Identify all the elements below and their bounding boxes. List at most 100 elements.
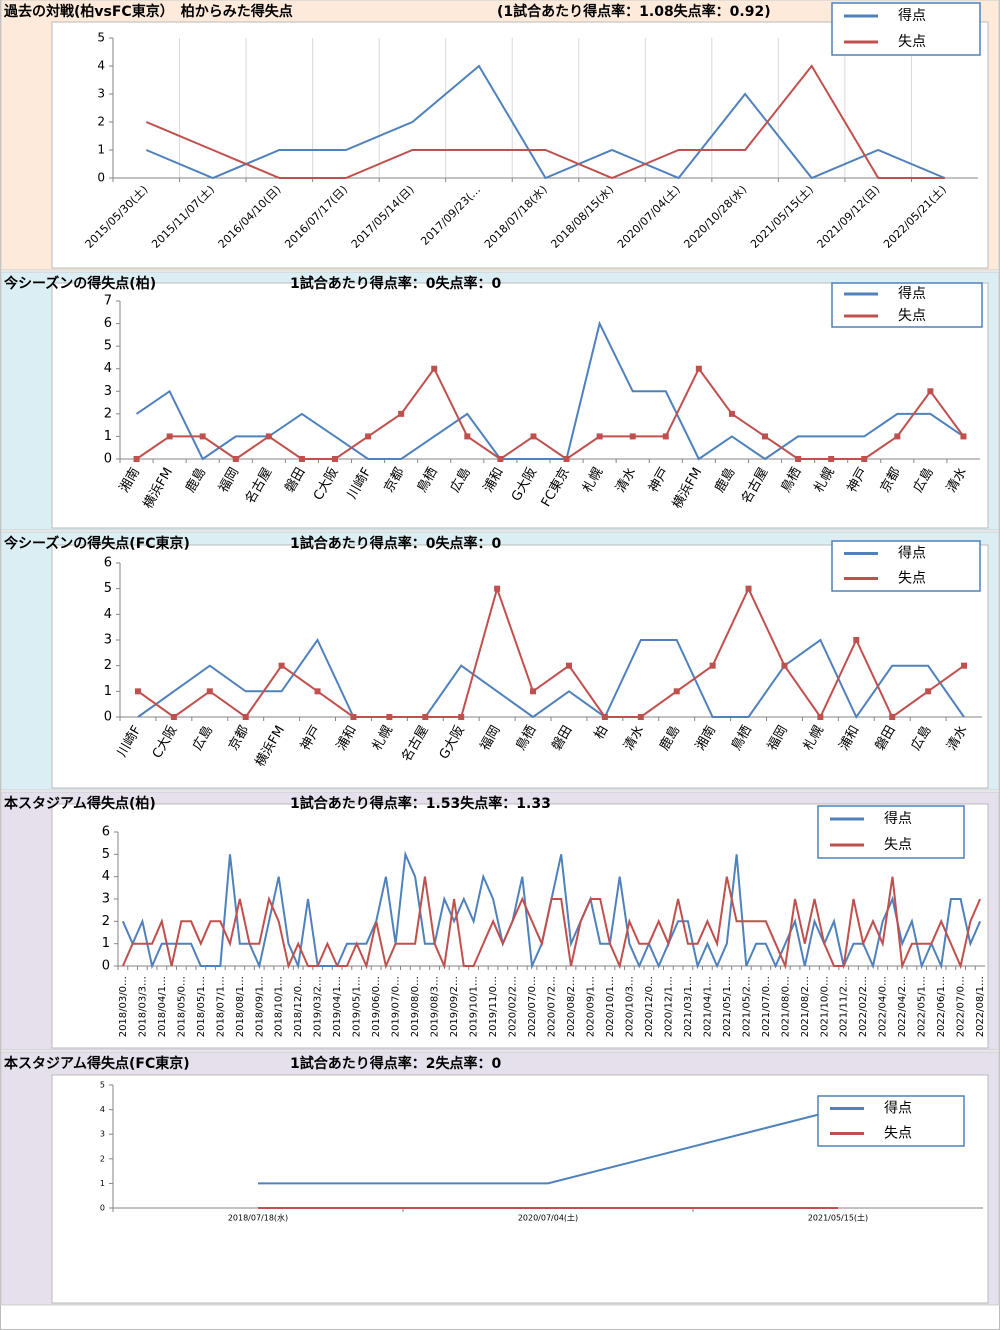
x-tick-label: 2019/08/3… [430,976,441,1037]
series-marker [894,433,901,440]
series-marker [431,365,438,372]
x-tick-label: 2021/08/0… [780,976,791,1037]
legend-label: 得点 [898,7,926,24]
x-tick-label: 2018/12/0… [293,976,304,1037]
x-tick-label: 2020/07/0… [527,976,538,1037]
series-marker [889,714,896,720]
y-tick-label: 1 [100,1179,105,1188]
series-marker [398,410,405,417]
series-marker [853,637,860,643]
x-tick-label: 2018/03/0… [118,976,129,1037]
series-marker [961,662,968,669]
x-tick-label: 2021/05/2… [741,976,752,1037]
chart-title: 本スタジアム得失点(FC東京) [4,1055,190,1072]
y-tick-label: 5 [102,847,110,862]
legend-label: 失点 [884,1126,912,1142]
chart-title: 今シーズンの得失点(FC東京) [3,535,190,552]
x-tick-label: 2021/10/0… [819,976,830,1037]
chart-subtitle: 1試合あたり得点率：0失点率：0 [290,275,501,292]
legend-label: 得点 [898,285,926,302]
y-tick-label: 3 [104,384,112,399]
x-tick-label: 2019/11/0… [488,976,499,1037]
y-tick-label: 6 [104,316,112,331]
y-tick-label: 2 [97,115,105,129]
x-tick-label: 2019/08/0… [410,976,421,1037]
x-tick-label: 2022/04/2… [897,976,908,1037]
chart-subtitle: 1試合あたり得点率：0失点率：0 [290,535,501,552]
x-tick-label: 2020/12/0… [644,976,655,1037]
series-line [135,320,965,461]
series-marker [596,433,603,440]
y-tick-label: 5 [104,339,112,354]
x-tick-label: 2021/11/2… [839,976,850,1037]
x-tick-label: 2021/04/1… [702,976,713,1037]
series-marker [133,456,140,462]
x-tick-label: 2020/08/2… [566,976,577,1037]
x-tick-label: 2018/09/1… [254,976,265,1037]
chart-panel: 本スタジアム得失点(FC東京) 1試合あたり得点率：2失点率：0 0 1 2 3 4 5 201… [0,1051,1000,1306]
series-marker [781,662,788,669]
series-marker [265,433,272,440]
x-tick-label: 2021/05/15(土) [808,1213,868,1223]
x-tick-label: 2022/06/1… [936,976,947,1037]
legend-box [817,805,965,859]
series-marker [795,456,802,462]
series-marker [170,714,177,720]
y-tick-label: 4 [100,1105,105,1114]
legend-label: 失点 [884,837,912,853]
x-tick-label: 2022/05/1… [917,976,928,1037]
series-marker [629,433,636,440]
y-tick-label: 0 [100,1204,105,1213]
series-marker [745,585,752,592]
legend-label: 得点 [884,810,912,827]
x-tick-label: 2018/07/18(水) [228,1213,288,1223]
x-tick-label: 2022/08/1… [975,976,986,1037]
x-tick-label: 2020/12/1… [663,976,674,1037]
x-tick-label: 2018/05/0… [176,976,187,1037]
chart-panel: 過去の対戦(柏vsFC東京） 柏からみた得失点 (1試合あたり得点率：1.08失点… [0,0,1000,271]
y-tick-label: 0 [104,710,112,725]
x-tick-label: 2019/09/2… [449,976,460,1037]
x-tick-label: 2019/06/0… [371,976,382,1037]
series-marker [134,688,141,695]
legend-label: 失点 [898,571,926,587]
y-tick-label: 4 [104,607,112,622]
legend-label: 得点 [898,545,926,562]
series-marker [637,714,644,720]
y-tick-label: 3 [104,633,112,648]
series-line [121,876,982,970]
x-tick-label: 2022/07/0… [956,976,967,1037]
x-tick-label: 2018/04/1… [157,976,168,1037]
y-tick-label: 3 [100,1130,105,1139]
series-marker [278,662,285,669]
x-tick-label: 2020/07/04(土) [518,1213,578,1223]
series-marker [166,433,173,440]
series-line [137,638,965,719]
y-tick-label: 1 [104,429,112,444]
series-line [135,366,965,461]
series-marker [298,456,305,462]
series-marker [762,433,768,440]
y-tick-label: 2 [104,658,112,673]
legend-label: 失点 [898,308,926,324]
x-tick-label: 柏 [592,723,611,742]
x-tick-label: 2018/03/3… [137,976,148,1037]
series-marker [365,433,372,440]
chart-title: 今シーズンの得失点(柏) [3,275,156,292]
series-marker [314,688,321,695]
y-tick-label: 7 [104,294,112,309]
x-tick-label: 2018/07/1… [215,976,226,1037]
chart-subtitle: 1試合あたり得点率：2失点率：0 [290,1055,501,1072]
series-marker [861,456,868,462]
series-marker [709,662,716,669]
chart-panel: 今シーズンの得失点(柏) 1試合あたり得点率：0失点率：001234567湘南横浜… [0,271,1000,531]
series-marker [817,714,824,720]
series-marker [563,456,570,462]
x-tick-label: 2020/07/2… [547,976,558,1037]
series-marker [530,433,537,440]
y-tick-label: 6 [102,825,110,840]
y-tick-label: 4 [97,59,105,73]
series-line [145,64,945,180]
legend-box [831,540,981,592]
chart-subtitle: 1試合あたり得点率：1.53失点率：1.33 [290,795,551,812]
